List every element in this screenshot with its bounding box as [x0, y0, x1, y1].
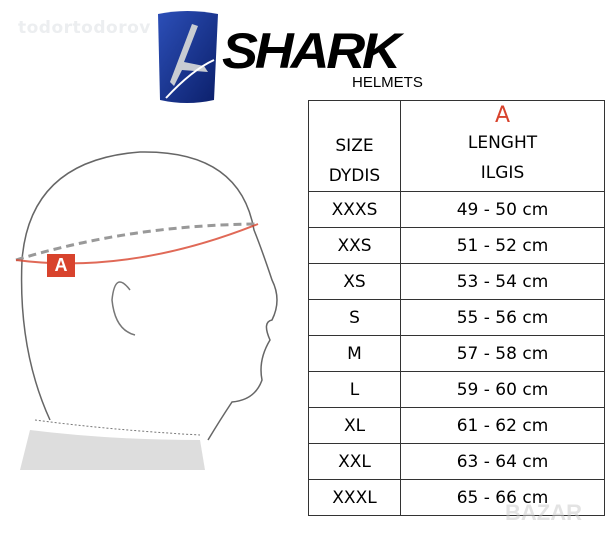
size-cell: XXXL — [308, 479, 401, 516]
size-cell: M — [308, 335, 401, 372]
length-cell: 53 - 54 cm — [400, 263, 605, 300]
table-row: L 59 - 60 cm — [308, 371, 605, 408]
length-header-lt: ILGIS — [480, 163, 525, 183]
shark-logo-icon — [158, 11, 218, 103]
table-row: XXXL 65 - 66 cm — [308, 479, 605, 516]
length-cell: 65 - 66 cm — [400, 479, 605, 516]
table-row: XXL 63 - 64 cm — [308, 443, 605, 480]
size-cell: L — [308, 371, 401, 408]
size-cell: XL — [308, 407, 401, 444]
corner-watermark: BAZAR — [505, 500, 582, 525]
length-marker: A — [494, 103, 511, 128]
marker-a-badge: A — [47, 254, 75, 277]
size-header-label: SIZE — [335, 136, 374, 156]
size-cell: XXL — [308, 443, 401, 480]
length-cell: 59 - 60 cm — [400, 371, 605, 408]
table-row: XXXS 49 - 50 cm — [308, 191, 605, 228]
brand-name: SHARK — [222, 23, 401, 79]
size-cell: XS — [308, 263, 401, 300]
table-row: M 57 - 58 cm — [308, 335, 605, 372]
length-header: A LENGHT ILGIS — [400, 100, 605, 192]
head-diagram-icon — [15, 151, 278, 470]
length-cell: 61 - 62 cm — [400, 407, 605, 444]
table-row: XXS 51 - 52 cm — [308, 227, 605, 264]
size-header-lt: DYDIS — [328, 166, 381, 186]
length-cell: 57 - 58 cm — [400, 335, 605, 372]
length-header-label: LENGHT — [467, 133, 538, 153]
size-table: SIZE DYDIS A LENGHT ILGIS XXXS 49 - 50 cm XX… — [308, 100, 605, 516]
table-row: S 55 - 56 cm — [308, 299, 605, 336]
watermark: todortodorov — [18, 18, 151, 38]
brand-subtitle: HELMETS — [352, 74, 423, 91]
size-cell: S — [308, 299, 401, 336]
size-cell: XXS — [308, 227, 401, 264]
length-cell: 55 - 56 cm — [400, 299, 605, 336]
size-cell: XXXS — [308, 191, 401, 228]
length-cell: 49 - 50 cm — [400, 191, 605, 228]
table-row: XS 53 - 54 cm — [308, 263, 605, 300]
length-cell: 63 - 64 cm — [400, 443, 605, 480]
size-header: SIZE DYDIS — [308, 100, 401, 192]
table-header: SIZE DYDIS A LENGHT ILGIS — [308, 100, 605, 192]
table-row: XL 61 - 62 cm — [308, 407, 605, 444]
length-cell: 51 - 52 cm — [400, 227, 605, 264]
